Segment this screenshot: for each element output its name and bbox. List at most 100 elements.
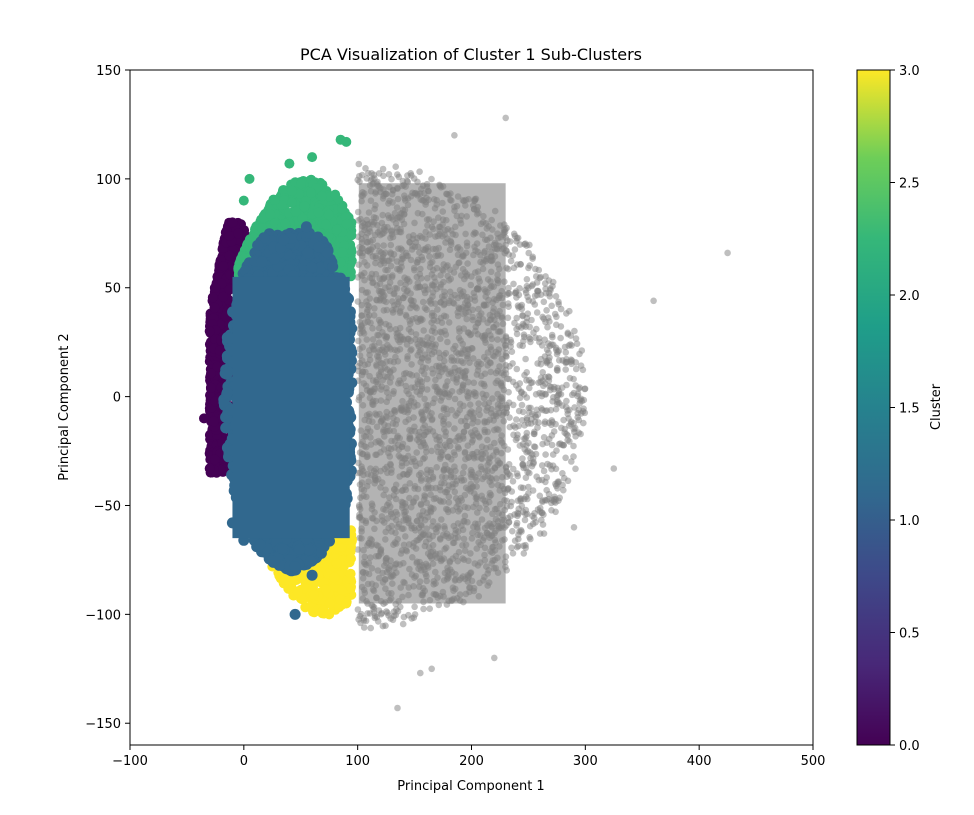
- scatter-point: [365, 169, 372, 177]
- scatter-point: [227, 217, 238, 228]
- scatter-point: [610, 465, 618, 472]
- scatter-point: [331, 558, 342, 569]
- scatter-point: [552, 344, 560, 352]
- scatter-point: [417, 669, 424, 677]
- scatter-point: [522, 474, 530, 482]
- scatter-point: [504, 314, 512, 322]
- scatter-point: [539, 440, 546, 448]
- scatter-point: [380, 172, 387, 180]
- scatter-point: [511, 246, 519, 253]
- scatter-point: [318, 605, 329, 615]
- scatter-point: [360, 624, 368, 631]
- scatter-point: [199, 413, 209, 424]
- scatter-point: [526, 335, 534, 343]
- scatter-point: [512, 424, 519, 431]
- scatter-point: [535, 379, 542, 387]
- scatter-point: [308, 589, 319, 600]
- scatter-point: [548, 432, 556, 439]
- scatter-point: [564, 330, 572, 338]
- scatter-point: [523, 510, 531, 518]
- scatter-point: [416, 168, 423, 175]
- scatter-point: [523, 369, 530, 376]
- scatter-point: [407, 170, 415, 177]
- scatter-point: [534, 360, 541, 367]
- scatter-point: [331, 224, 342, 235]
- scatter-point: [577, 430, 584, 438]
- scatter-point: [299, 201, 310, 212]
- scatter-point: [549, 278, 557, 286]
- scatter-point: [529, 451, 536, 458]
- scatter-point: [535, 419, 542, 426]
- scatter-point: [296, 178, 306, 189]
- scatter-point: [534, 424, 541, 431]
- scatter-point: [534, 506, 542, 513]
- scatter-point: [552, 480, 559, 488]
- scatter-point: [526, 522, 534, 530]
- scatter-point: [292, 587, 303, 598]
- scatter-point: [518, 401, 526, 409]
- scatter-point: [316, 191, 327, 202]
- scatter-point: [507, 257, 515, 265]
- scatter-point: [290, 206, 301, 217]
- scatter-point: [507, 336, 514, 344]
- scatter-point: [534, 287, 542, 295]
- scatter-point: [535, 266, 543, 274]
- scatter-point: [357, 619, 364, 627]
- scatter-point: [204, 463, 215, 474]
- scatter-point: [546, 361, 554, 369]
- scatter-point: [341, 218, 352, 229]
- scatter-point: [244, 173, 255, 184]
- scatter-point: [525, 249, 532, 257]
- scatter-point: [426, 605, 434, 612]
- scatter-point: [525, 483, 532, 491]
- scatter-point: [205, 382, 216, 393]
- scatter-point: [566, 374, 574, 382]
- scatter-point: [372, 612, 379, 620]
- scatter-point: [564, 436, 571, 444]
- scatter-point: [513, 330, 521, 338]
- scatter-point: [540, 467, 548, 475]
- scatter-point: [558, 441, 566, 449]
- scatter-point: [507, 513, 514, 520]
- scatter-point: [428, 175, 435, 183]
- scatter-points: [199, 114, 731, 712]
- scatter-point: [517, 484, 525, 491]
- scatter-point: [323, 209, 334, 220]
- scatter-point: [207, 292, 218, 303]
- scatter-point: [526, 469, 533, 477]
- scatter-point: [537, 273, 544, 281]
- scatter-point: [286, 185, 297, 196]
- scatter-point: [233, 228, 244, 239]
- scatter-point: [362, 165, 369, 172]
- scatter-point: [538, 476, 546, 484]
- scatter-point: [516, 342, 524, 349]
- scatter-point: [513, 470, 521, 477]
- scatter-point: [533, 309, 541, 316]
- scatter-point: [313, 207, 324, 218]
- scatter-point: [289, 575, 300, 585]
- scatter-point: [218, 261, 229, 272]
- scatter-point: [529, 281, 537, 288]
- scatter-point: [563, 310, 570, 317]
- scatter-point: [269, 194, 280, 205]
- scatter-point: [548, 496, 556, 504]
- scatter-point: [528, 410, 536, 418]
- scatter-point: [367, 624, 375, 632]
- scatter-point: [539, 369, 546, 376]
- scatter-point: [510, 264, 518, 272]
- scatter-point: [420, 605, 427, 613]
- scatter-point: [526, 241, 533, 249]
- scatter-point: [519, 408, 527, 416]
- scatter-point: [513, 416, 520, 423]
- scatter-point: [506, 414, 513, 421]
- scatter-point: [392, 163, 400, 170]
- scatter-point: [535, 335, 543, 342]
- scatter-point: [511, 319, 518, 327]
- scatter-point: [517, 260, 524, 268]
- scatter-point: [724, 249, 731, 257]
- scatter-point: [570, 524, 578, 531]
- scatter-point: [562, 366, 569, 373]
- scatter-point: [529, 487, 537, 494]
- scatter-point: [547, 406, 555, 414]
